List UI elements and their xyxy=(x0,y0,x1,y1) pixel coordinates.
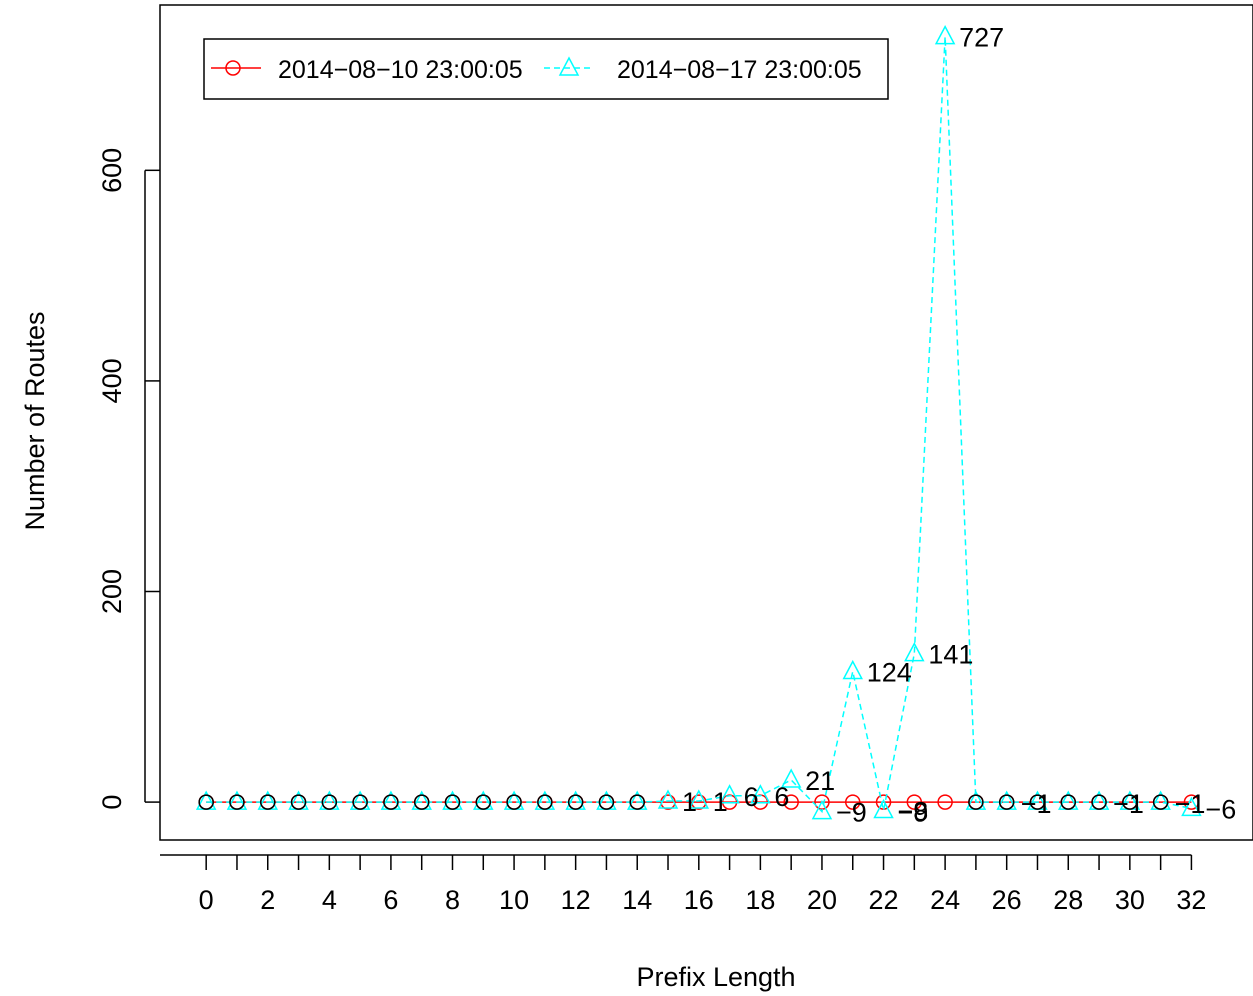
overlap-point-26 xyxy=(998,794,1015,810)
x-tick-label-12: 12 xyxy=(561,885,591,915)
data-label-13: −1 xyxy=(1175,789,1206,819)
overlap-point-12 xyxy=(567,794,584,810)
legend-label-series-1: 2014−08−17 23:00:05 xyxy=(617,56,862,84)
x-tick-label-20: 20 xyxy=(807,885,837,915)
overlap-point-14 xyxy=(629,794,645,810)
plot-box xyxy=(159,4,1253,841)
data-label-14: −6 xyxy=(1205,794,1236,824)
overlap-point-10 xyxy=(506,794,522,810)
y-tick-label-600: 600 xyxy=(97,148,127,193)
overlap-point-8 xyxy=(444,794,461,810)
data-label-12: −1 xyxy=(1113,789,1144,819)
x-tick-label-4: 4 xyxy=(322,885,337,915)
x-tick-label-26: 26 xyxy=(992,885,1022,915)
overlap-point-13 xyxy=(598,794,615,810)
x-tick-label-10: 10 xyxy=(499,885,529,915)
series-layer xyxy=(195,24,1202,820)
data-label-3: 6 xyxy=(774,782,789,812)
overlap-point-7 xyxy=(413,794,430,810)
data-label-6: 124 xyxy=(867,658,912,688)
series-1-point-19 xyxy=(780,768,802,788)
data-label-1: 1 xyxy=(713,787,728,817)
overlap-point-30 xyxy=(1122,794,1138,810)
overlap-point-29 xyxy=(1091,794,1107,810)
overlap-point-25 xyxy=(968,794,984,810)
x-tick-label-30: 30 xyxy=(1115,885,1145,915)
series-1-point-23 xyxy=(904,642,925,662)
y-tick-label-400: 400 xyxy=(97,358,127,403)
series-1-point-20 xyxy=(811,799,833,820)
x-tick-label-16: 16 xyxy=(684,885,714,915)
overlap-point-9 xyxy=(475,794,492,810)
y-axis: 0 200 400 600 xyxy=(97,148,160,810)
series-1-point-24 xyxy=(934,24,956,45)
y-axis-label: Number of Routes xyxy=(20,311,50,530)
x-tick-label-32: 32 xyxy=(1176,885,1206,915)
series-1 xyxy=(195,24,1202,820)
series-1-point-15 xyxy=(657,789,679,809)
overlap-point-5 xyxy=(352,794,368,810)
x-tick-label-8: 8 xyxy=(445,885,460,915)
x-axis: 0 2 4 6 8 10 12 14 16 18 20 22 24 26 28 30 32 xyxy=(160,854,1206,915)
overlap-point-11 xyxy=(537,794,553,810)
series-0-point-21 xyxy=(844,794,861,810)
series-1-point-21 xyxy=(842,659,863,680)
x-tick-label-28: 28 xyxy=(1053,885,1083,915)
series-1-point-18 xyxy=(750,784,771,804)
data-label-4: 21 xyxy=(805,766,835,796)
x-tick-label-0: 0 xyxy=(199,885,214,915)
overlap-point-6 xyxy=(383,794,399,810)
series-0-point-15 xyxy=(660,794,676,810)
x-axis-label: Prefix Length xyxy=(636,962,795,992)
series-1-point-32 xyxy=(1181,796,1202,817)
overlap-point-1 xyxy=(229,794,245,810)
data-label-9: 141 xyxy=(928,640,973,670)
legend-box xyxy=(203,38,889,100)
legend-marker-series-0 xyxy=(225,60,241,76)
series-0-point-32 xyxy=(1183,794,1200,810)
x-tick-label-18: 18 xyxy=(745,885,775,915)
series-0-point-16 xyxy=(691,794,707,810)
overlap-point-3 xyxy=(290,794,307,810)
x-tick-label-6: 6 xyxy=(383,885,398,915)
series-1-line xyxy=(206,36,1192,814)
overlap-point-31 xyxy=(1152,794,1169,810)
y-tick-label-0: 0 xyxy=(97,795,127,810)
data-label-5: −9 xyxy=(836,798,867,828)
data-label-7: −8 xyxy=(898,797,929,827)
y-tick-label-200: 200 xyxy=(97,569,127,614)
data-label-2: 6 xyxy=(744,782,759,812)
series-0-point-23 xyxy=(906,794,923,810)
legend-label-series-0: 2014−08−10 23:00:05 xyxy=(278,56,523,84)
data-label-11: −1 xyxy=(1021,789,1052,819)
overlap-point-4 xyxy=(321,794,338,810)
series-1-point-22 xyxy=(873,798,894,819)
legend: 2014−08−10 23:00:05 2014−08−17 23:00:05 xyxy=(203,38,889,100)
data-label-10: 727 xyxy=(959,23,1004,53)
overlap-point-2 xyxy=(260,794,276,810)
series-1-point-16 xyxy=(688,789,710,809)
series-1-point-17 xyxy=(719,784,740,804)
x-tick-label-14: 14 xyxy=(622,885,652,915)
series-0-point-19 xyxy=(783,794,799,810)
x-tick-label-22: 22 xyxy=(869,885,899,915)
data-label-0: 1 xyxy=(682,787,697,817)
x-tick-label-2: 2 xyxy=(260,885,275,915)
data-label-8: −9 xyxy=(898,798,929,828)
overlap-point-0 xyxy=(198,794,214,810)
overlap-point-28 xyxy=(1060,794,1077,810)
x-tick-label-24: 24 xyxy=(930,885,960,915)
legend-marker-series-1 xyxy=(558,56,580,76)
series-0-point-24 xyxy=(937,794,953,810)
overlap-point-27 xyxy=(1029,794,1046,810)
